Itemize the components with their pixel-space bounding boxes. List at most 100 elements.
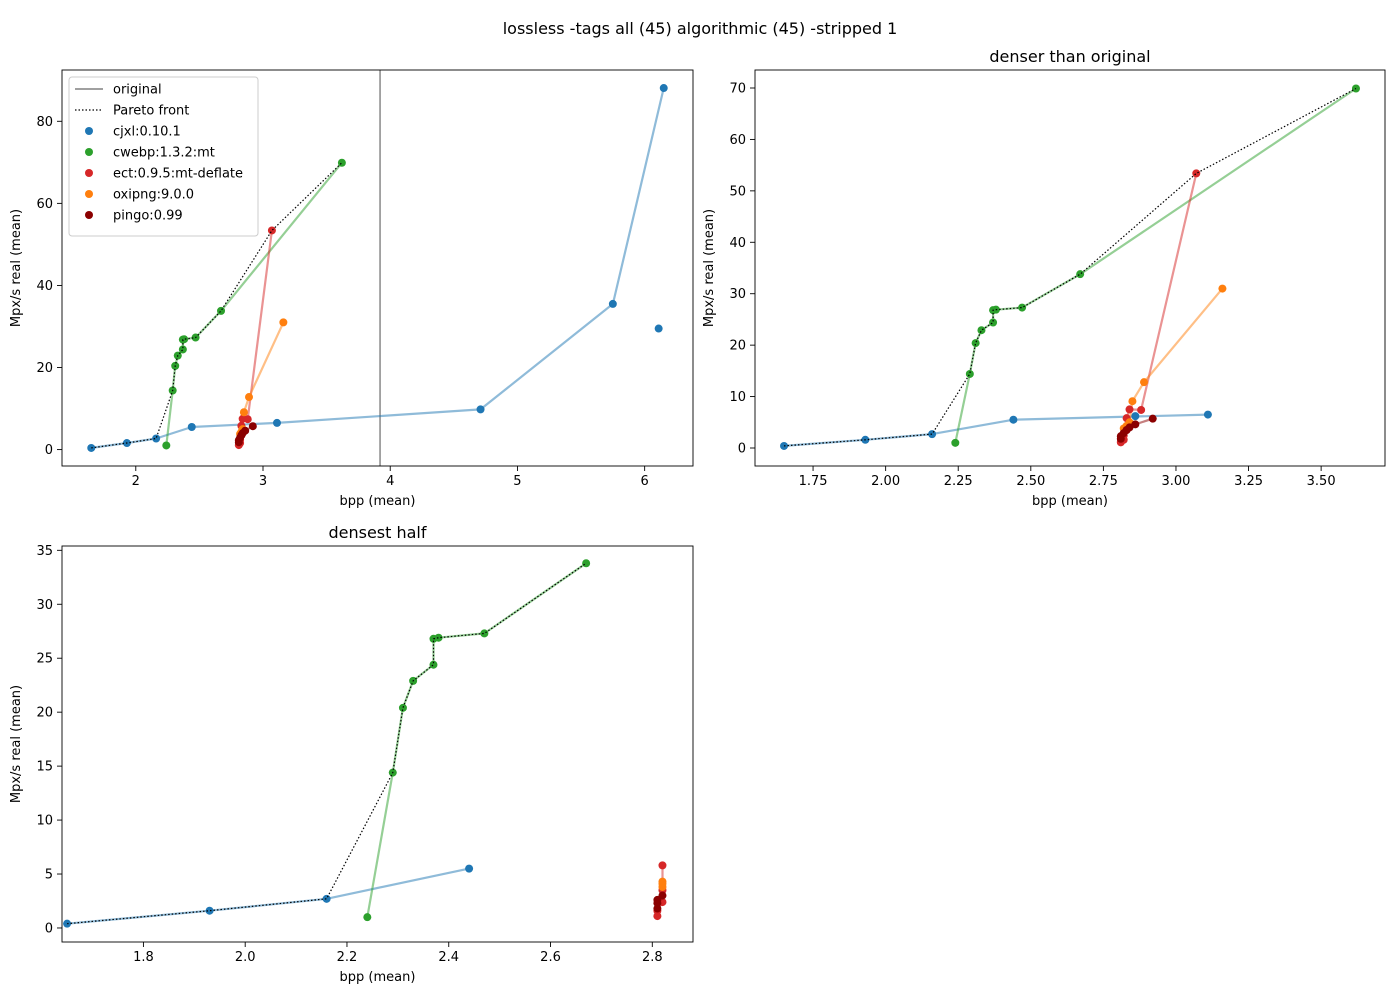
data-point xyxy=(658,879,667,888)
y-tick-label: 0 xyxy=(738,442,746,457)
data-point xyxy=(187,423,196,432)
y-tick-label: 40 xyxy=(36,279,53,294)
x-tick-label: 2.2 xyxy=(337,950,358,965)
x-tick-label: 2 xyxy=(132,474,140,489)
data-point xyxy=(267,226,276,235)
axes-frame xyxy=(61,69,694,467)
y-tick-label: 60 xyxy=(36,197,53,212)
y-tick-label: 5 xyxy=(45,868,53,883)
legend-label: cwebp:1.3.2:mt xyxy=(113,146,215,161)
x-tick-label: 2.25 xyxy=(944,474,973,489)
data-point xyxy=(582,559,591,568)
plot-area xyxy=(780,84,1360,450)
data-point xyxy=(1076,270,1085,279)
data-point xyxy=(1137,405,1146,414)
y-tick-label: 20 xyxy=(36,706,53,721)
x-tick-label: 2.6 xyxy=(540,950,561,965)
y-tick-label: 70 xyxy=(729,82,746,97)
legend-entry: cwebp:1.3.2:mt xyxy=(85,146,215,161)
panel-title: denser than original xyxy=(989,47,1150,66)
data-point xyxy=(658,861,667,870)
y-axis-label: Mpx/s real (mean) xyxy=(9,209,24,327)
data-point xyxy=(63,919,72,928)
plot-area xyxy=(63,559,667,928)
data-point xyxy=(1148,414,1157,423)
y-tick-label: 30 xyxy=(729,287,746,302)
data-point xyxy=(178,345,187,354)
x-tick-label: 5 xyxy=(513,474,521,489)
legend-entry: oxipng:9.0.0 xyxy=(85,188,194,203)
data-point xyxy=(608,299,617,308)
legend-entry: cjxl:0.10.1 xyxy=(85,125,181,140)
data-point xyxy=(434,633,443,642)
legend-swatch-marker xyxy=(85,190,93,198)
x-tick-label: 1.75 xyxy=(799,474,828,489)
y-tick-label: 80 xyxy=(36,115,53,130)
data-point xyxy=(205,906,214,915)
x-tick-label: 2.0 xyxy=(235,950,256,965)
data-point xyxy=(1125,405,1134,414)
data-point xyxy=(429,660,438,669)
legend-entry: ect:0.9.5:mt-deflate xyxy=(85,167,243,182)
data-point xyxy=(1140,378,1149,387)
y-tick-label: 10 xyxy=(36,814,53,829)
data-point xyxy=(989,318,998,327)
data-point xyxy=(658,891,667,900)
legend-entry: Pareto front xyxy=(75,104,189,119)
legend-label: original xyxy=(113,83,162,98)
y-tick-label: 20 xyxy=(729,339,746,354)
y-tick-label: 0 xyxy=(45,443,53,458)
data-point xyxy=(654,324,663,333)
x-axis-label: bpp (mean) xyxy=(340,494,416,509)
figure-suptitle: lossless -tags all (45) algorithmic (45)… xyxy=(503,19,898,38)
data-point xyxy=(1018,303,1027,312)
y-tick-label: 20 xyxy=(36,361,53,376)
legend-entry: pingo:0.99 xyxy=(85,209,183,224)
x-tick-label: 1.8 xyxy=(133,950,154,965)
y-tick-label: 60 xyxy=(729,133,746,148)
legend-label: cjxl:0.10.1 xyxy=(113,125,181,140)
data-point xyxy=(279,318,288,327)
panel-2: denser than original 1.75 2.00 2.25 2.50 2.75… xyxy=(702,47,1386,509)
x-tick-label: 2.4 xyxy=(438,950,459,965)
x-axis-label: bpp (mean) xyxy=(340,970,416,985)
legend-swatch-marker xyxy=(85,148,93,156)
legend-swatch-marker xyxy=(85,127,93,135)
data-point xyxy=(971,339,980,348)
legend: original Pareto front cjxl:0.10.1 cwebp:1.3… xyxy=(68,76,259,237)
data-point xyxy=(1009,415,1018,424)
data-point xyxy=(480,629,489,638)
data-point xyxy=(951,438,960,447)
panel-title: densest half xyxy=(328,523,426,542)
data-point xyxy=(476,405,485,414)
y-tick-label: 50 xyxy=(729,184,746,199)
data-point xyxy=(363,913,372,922)
x-tick-label: 3.00 xyxy=(1161,474,1190,489)
plot-area xyxy=(87,70,668,466)
x-tick-label: 2.00 xyxy=(871,474,900,489)
y-tick-label: 35 xyxy=(36,544,53,559)
x-tick-label: 3.25 xyxy=(1234,474,1263,489)
legend-swatch-marker xyxy=(85,169,93,177)
data-point xyxy=(217,306,226,315)
data-point xyxy=(239,408,248,417)
axes-frame xyxy=(754,69,1386,467)
data-point xyxy=(180,335,189,344)
data-point xyxy=(465,864,474,873)
pareto-front-line xyxy=(67,562,587,925)
legend-swatch-marker xyxy=(85,211,93,219)
axes-frame xyxy=(61,545,694,943)
legend-entry: original xyxy=(75,83,162,98)
data-point xyxy=(977,326,986,335)
series-line xyxy=(67,867,470,925)
x-tick-label: 2.75 xyxy=(1089,474,1118,489)
data-point xyxy=(245,393,254,402)
x-tick-label: 6 xyxy=(641,474,649,489)
data-point xyxy=(1218,284,1227,293)
data-point xyxy=(965,369,974,378)
data-point xyxy=(87,443,96,452)
legend-label: Pareto front xyxy=(113,104,189,119)
data-point xyxy=(248,422,257,431)
